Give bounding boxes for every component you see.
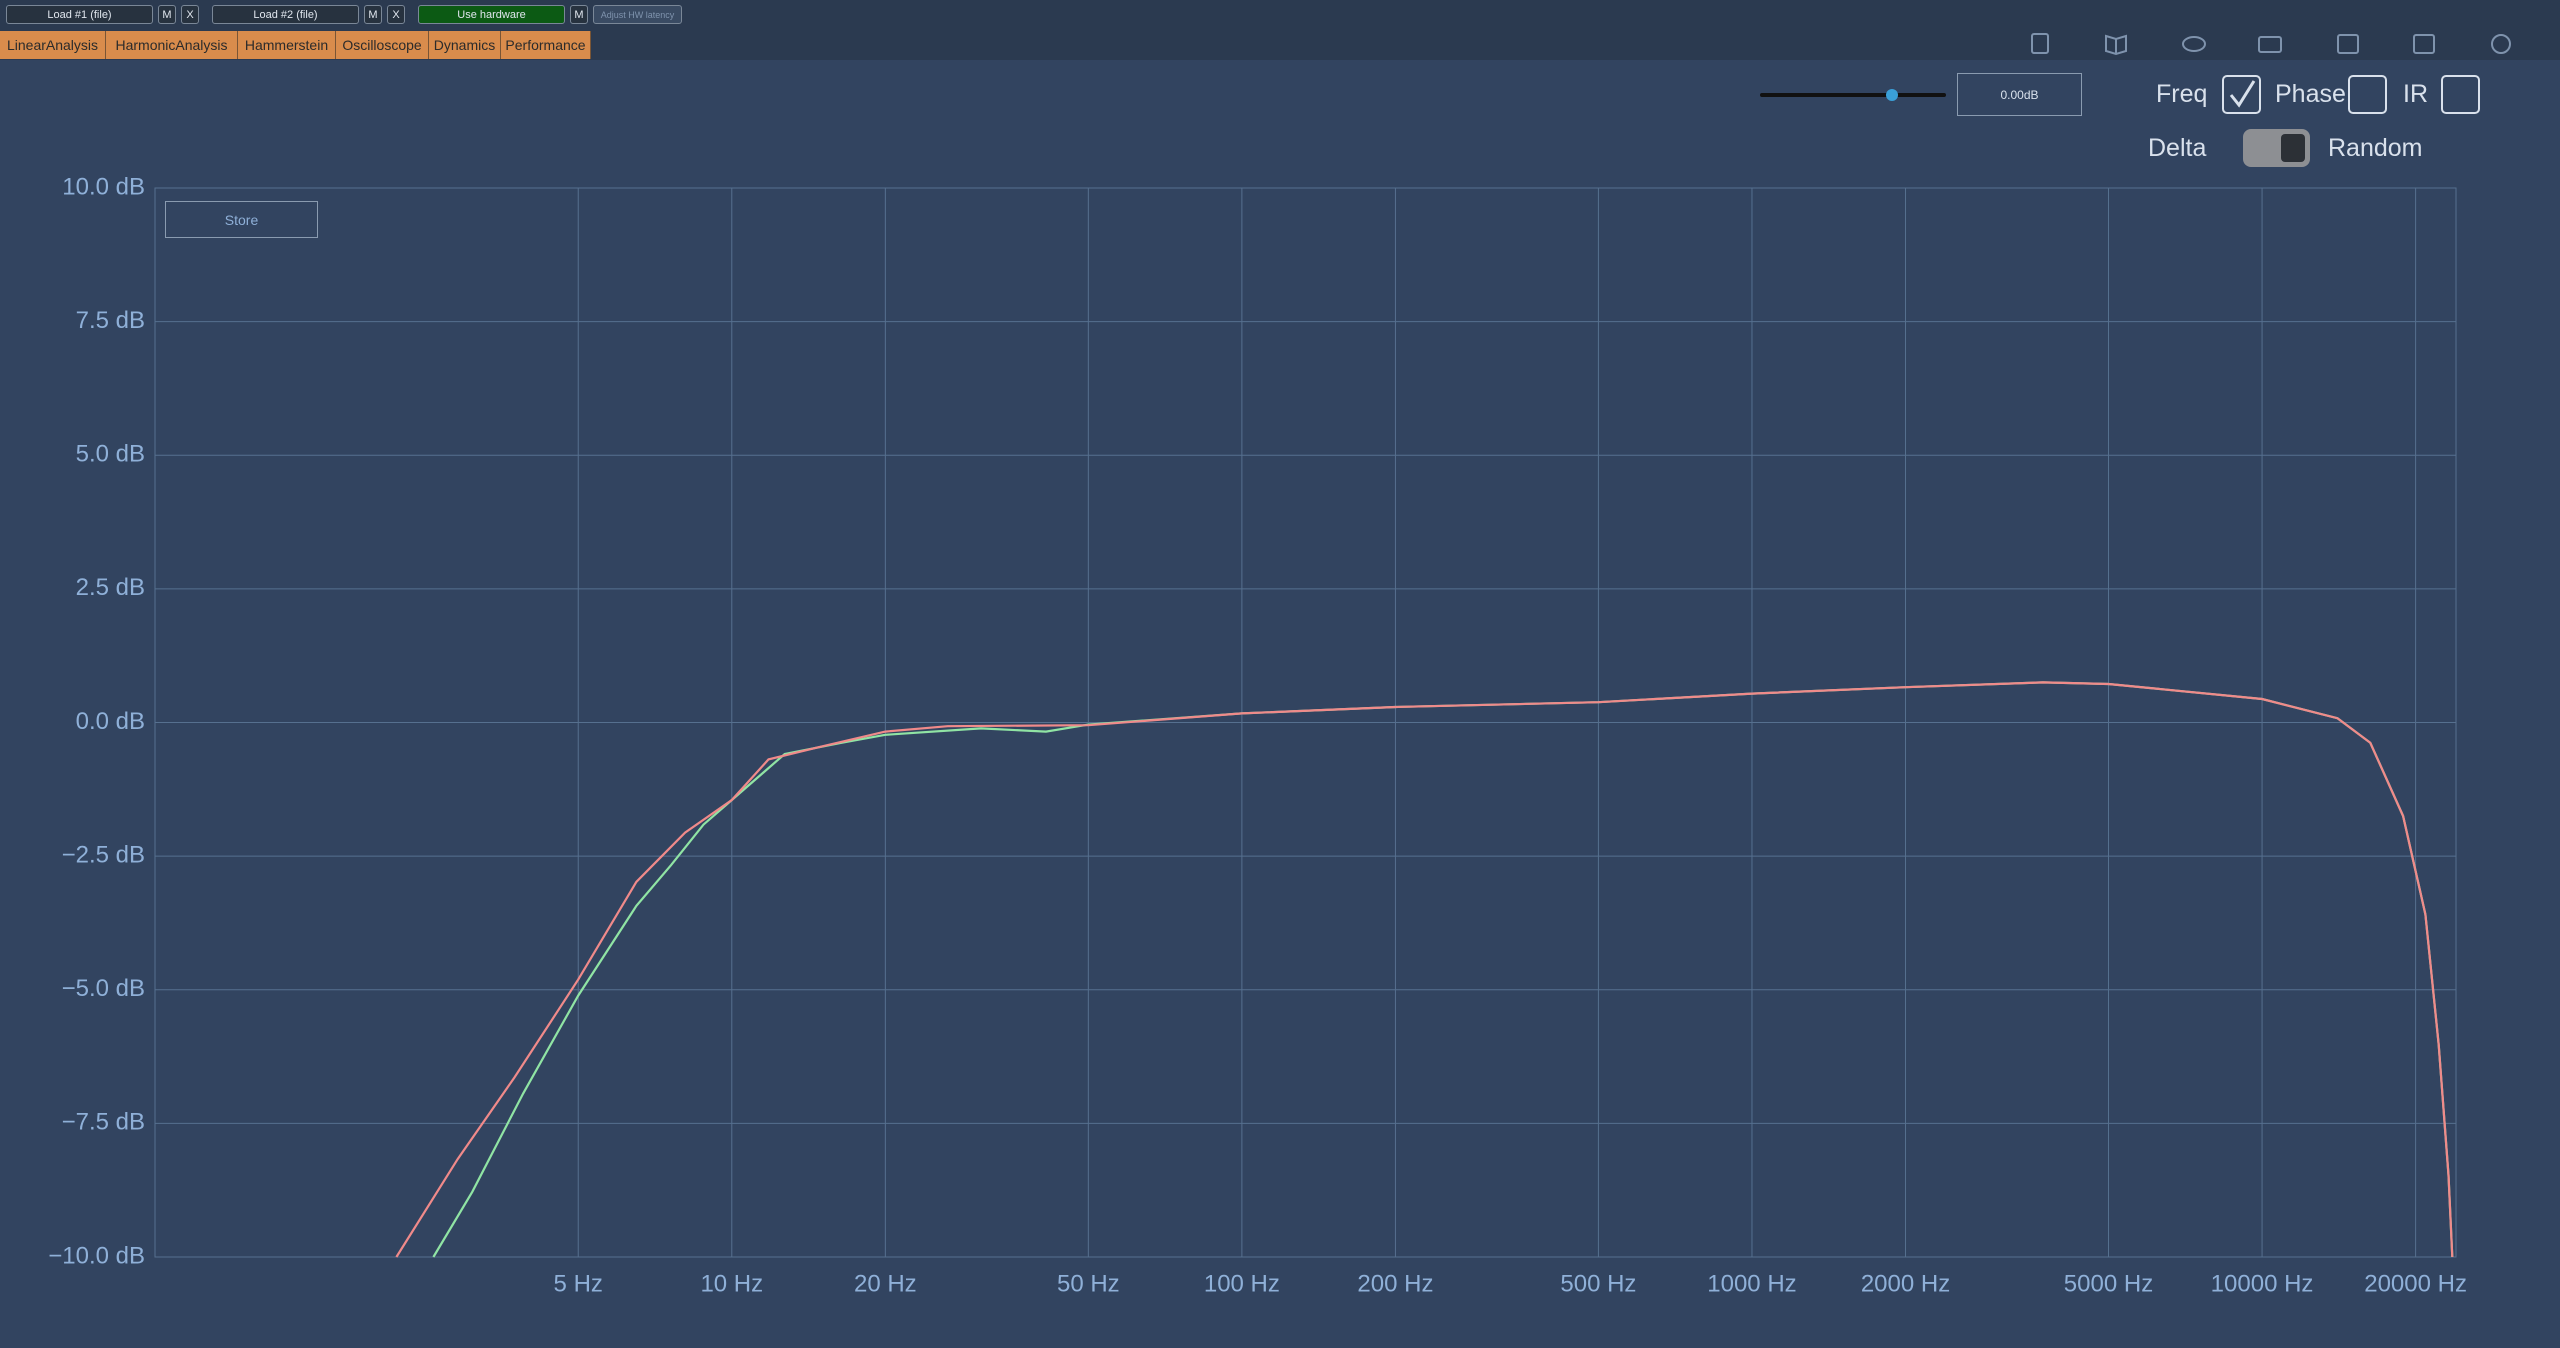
x-tick-label: 5000 Hz <box>2064 1270 2153 1297</box>
gain-slider[interactable] <box>1760 93 1946 97</box>
y-tick-label: 7.5 dB <box>76 307 145 334</box>
series-line <box>395 681 2454 1258</box>
tab[interactable]: Hammerstein <box>238 31 336 59</box>
y-tick-label: 5.0 dB <box>76 441 145 468</box>
y-tick-label: −5.0 dB <box>62 975 145 1002</box>
x-tick-label: 100 Hz <box>1204 1270 1280 1297</box>
x-tick-label: 500 Hz <box>1560 1270 1636 1297</box>
x-tick-label: 200 Hz <box>1357 1270 1433 1297</box>
hardware-button[interactable]: Use hardware <box>418 5 565 24</box>
series-line <box>432 681 2454 1258</box>
notes-icon[interactable] <box>2031 33 2049 54</box>
x-tick-label: 50 Hz <box>1057 1270 1120 1297</box>
lr-icon[interactable] <box>2413 34 2435 54</box>
book-icon[interactable] <box>2105 34 2127 56</box>
icon-bar <box>2031 33 2511 56</box>
y-tick-label: 2.5 dB <box>76 574 145 601</box>
y-tick-label: −7.5 dB <box>62 1109 145 1136</box>
y-tick-label: 0.0 dB <box>76 708 145 735</box>
mute-button[interactable]: M <box>570 5 588 24</box>
tab[interactable]: Oscilloscope <box>336 31 429 59</box>
x-tick-label: 5 Hz <box>554 1270 603 1297</box>
load-1-button[interactable]: Load #1 (file) <box>6 5 153 24</box>
x-tick-label: 20 Hz <box>854 1270 917 1297</box>
x-tick-label: 1000 Hz <box>1707 1270 1796 1297</box>
eye-icon[interactable] <box>2182 36 2206 52</box>
close-button[interactable]: X <box>181 5 199 24</box>
check-mark <box>2229 80 2256 108</box>
x-tick-label: 10 Hz <box>700 1270 763 1297</box>
freq-checkbox[interactable] <box>2222 75 2261 114</box>
mute-button[interactable]: M <box>364 5 382 24</box>
latency-button[interactable]: Adjust HW latency <box>593 5 682 24</box>
camera-icon[interactable] <box>2258 36 2282 53</box>
y-tick-label: −2.5 dB <box>62 841 145 868</box>
delta-toggle[interactable] <box>2243 129 2310 167</box>
close-button[interactable]: X <box>387 5 405 24</box>
store-button[interactable]: Store <box>165 201 318 238</box>
x-tick-label: 10000 Hz <box>2211 1270 2314 1297</box>
tab[interactable]: LinearAnalysis <box>0 31 106 59</box>
freq-label: Freq <box>2156 80 2208 108</box>
load-2-button[interactable]: Load #2 (file) <box>212 5 359 24</box>
tab[interactable]: Performance <box>501 31 591 59</box>
phase-checkbox[interactable] <box>2348 75 2387 114</box>
slider-knob[interactable] <box>1886 89 1898 101</box>
tab[interactable]: HarmonicAnalysis <box>106 31 238 59</box>
settings-icon[interactable] <box>2491 34 2511 54</box>
compare-icon[interactable] <box>2337 34 2359 54</box>
ir-checkbox[interactable] <box>2441 75 2480 114</box>
tab[interactable]: Dynamics <box>429 31 501 59</box>
y-tick-label: 10.0 dB <box>62 173 145 200</box>
gain-field[interactable]: 0.00dB <box>1957 73 2082 116</box>
phase-label: Phase <box>2275 80 2346 108</box>
random-label: Random <box>2328 134 2423 162</box>
ir-label: IR <box>2403 80 2428 108</box>
mute-button[interactable]: M <box>158 5 176 24</box>
chart: 10.0 dB 7.5 dB 5.0 dB 2.5 dB 0.0 dB −2.5 dB −5… <box>48 173 2467 1297</box>
y-tick-label: −10.0 dB <box>48 1242 145 1269</box>
x-tick-label: 20000 Hz <box>2364 1270 2467 1297</box>
delta-label: Delta <box>2148 134 2207 162</box>
x-tick-label: 2000 Hz <box>1861 1270 1950 1297</box>
